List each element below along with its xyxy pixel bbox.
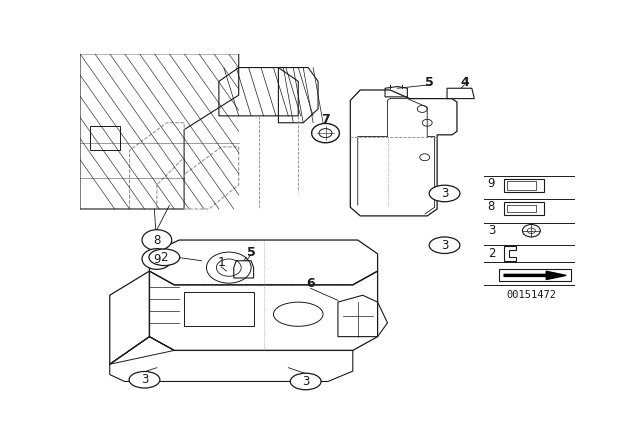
Text: 7: 7: [321, 113, 330, 126]
Text: 5: 5: [426, 76, 434, 89]
Ellipse shape: [429, 185, 460, 202]
Bar: [184, 292, 253, 326]
Ellipse shape: [129, 371, 160, 388]
Text: 3: 3: [441, 187, 448, 200]
Ellipse shape: [149, 249, 180, 266]
Text: 2: 2: [488, 247, 495, 260]
Text: 3: 3: [302, 375, 309, 388]
Ellipse shape: [429, 237, 460, 254]
Text: 3: 3: [488, 224, 495, 237]
Bar: [90, 126, 120, 151]
Circle shape: [142, 230, 172, 250]
Text: 6: 6: [307, 277, 315, 290]
Ellipse shape: [291, 373, 321, 390]
Text: 2: 2: [161, 251, 168, 264]
Text: 8: 8: [488, 200, 495, 213]
Text: 3: 3: [141, 373, 148, 386]
Text: 9: 9: [488, 177, 495, 190]
Text: 00151472: 00151472: [506, 290, 556, 300]
Text: 5: 5: [247, 246, 255, 258]
Circle shape: [142, 249, 172, 269]
Text: 8: 8: [153, 233, 161, 246]
Text: 9: 9: [153, 253, 161, 266]
Text: 1: 1: [218, 256, 225, 269]
Text: 3: 3: [441, 239, 448, 252]
Polygon shape: [504, 271, 566, 280]
Bar: [507, 205, 536, 212]
Bar: [504, 179, 544, 192]
Bar: [504, 202, 544, 215]
Text: 4: 4: [460, 76, 468, 89]
Bar: [499, 269, 571, 281]
Bar: [507, 181, 536, 190]
